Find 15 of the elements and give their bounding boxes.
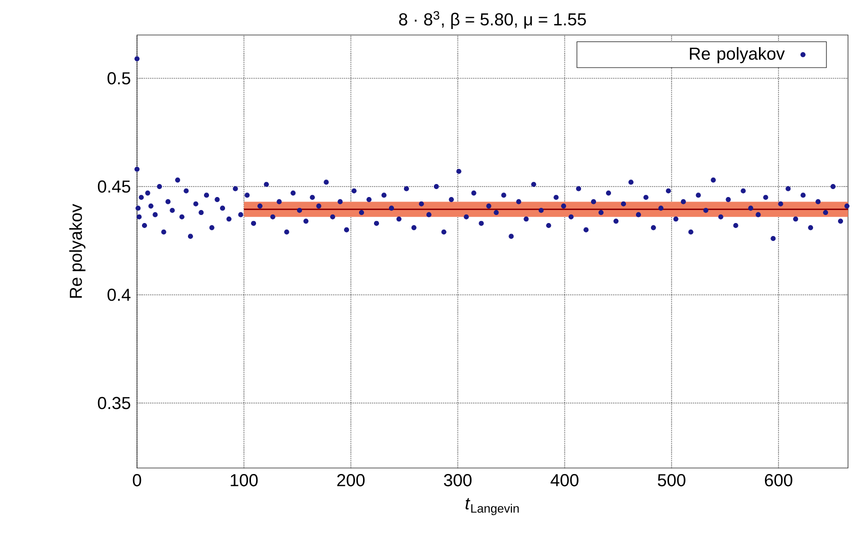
x-axis-title: t$_{Langevin}$	[466, 498, 519, 516]
y-tick-label: 0.5	[108, 72, 130, 84]
y-tick-label: 0.4	[108, 288, 130, 301]
x-tick-label: 500	[658, 474, 686, 486]
x-tick-label: 600	[764, 474, 792, 486]
y-tick-label: 0.35	[98, 396, 130, 410]
x-tick-label: 300	[444, 474, 472, 486]
legend-label: Re polyakov	[690, 47, 785, 64]
chart-title: 8 · 8$^{3}$, β = 5.80, μ = 1.55	[399, 11, 586, 29]
x-tick-label: 0	[132, 474, 142, 486]
x-tick-label: 400	[550, 474, 578, 486]
y-tick-label: 0.45	[98, 180, 130, 193]
x-tick-label: 100	[230, 474, 258, 486]
y-axis-title: Re polyakov	[69, 204, 86, 298]
x-tick-label: 200	[337, 474, 365, 486]
